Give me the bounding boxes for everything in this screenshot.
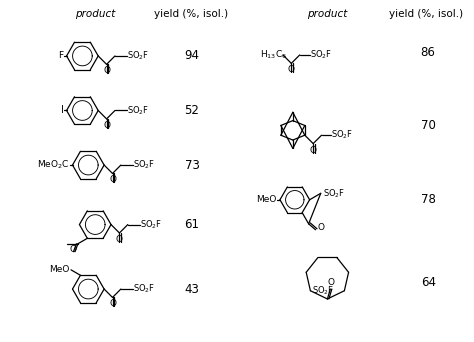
Text: 52: 52 — [184, 104, 200, 117]
Text: $\mathregular{H_{13}C_6}$: $\mathregular{H_{13}C_6}$ — [260, 49, 287, 61]
Text: O: O — [109, 299, 116, 308]
Text: $\mathregular{SO_2F}$: $\mathregular{SO_2F}$ — [140, 218, 162, 231]
Text: O: O — [109, 175, 116, 184]
Text: $\mathregular{SO_2F}$: $\mathregular{SO_2F}$ — [312, 285, 335, 297]
Text: MeO: MeO — [255, 195, 276, 204]
Text: O: O — [318, 223, 325, 232]
Text: 61: 61 — [184, 218, 200, 231]
Text: O: O — [310, 145, 317, 155]
Text: O: O — [70, 245, 76, 254]
Text: MeO: MeO — [49, 265, 69, 274]
Text: product: product — [75, 9, 116, 19]
Text: $\mathregular{MeO_2C}$: $\mathregular{MeO_2C}$ — [37, 159, 70, 171]
Text: 64: 64 — [420, 276, 436, 289]
Text: 73: 73 — [184, 159, 200, 172]
Text: F: F — [58, 51, 64, 61]
Text: O: O — [103, 66, 110, 75]
Text: 70: 70 — [421, 119, 436, 132]
Text: $\mathregular{SO_2F}$: $\mathregular{SO_2F}$ — [133, 159, 155, 171]
Text: $\mathregular{SO_2F}$: $\mathregular{SO_2F}$ — [323, 187, 345, 200]
Text: $\mathregular{SO_2F}$: $\mathregular{SO_2F}$ — [127, 104, 149, 117]
Text: I: I — [61, 105, 64, 116]
Text: O: O — [288, 65, 295, 74]
Text: yield (%, isol.): yield (%, isol.) — [389, 9, 463, 19]
Text: O: O — [116, 235, 123, 244]
Text: product: product — [307, 9, 347, 19]
Text: $\mathregular{SO_2F}$: $\mathregular{SO_2F}$ — [127, 50, 149, 62]
Text: $\mathregular{SO_2F}$: $\mathregular{SO_2F}$ — [310, 49, 332, 61]
Text: 78: 78 — [421, 193, 436, 206]
Text: yield (%, isol.): yield (%, isol.) — [154, 9, 228, 19]
Text: O: O — [328, 278, 335, 287]
Text: $\mathregular{SO_2F}$: $\mathregular{SO_2F}$ — [133, 283, 155, 295]
Text: 43: 43 — [184, 282, 200, 295]
Text: O: O — [103, 121, 110, 130]
Text: $\mathregular{SO_2F}$: $\mathregular{SO_2F}$ — [331, 129, 354, 142]
Text: 86: 86 — [421, 47, 436, 60]
Text: 94: 94 — [184, 50, 200, 63]
